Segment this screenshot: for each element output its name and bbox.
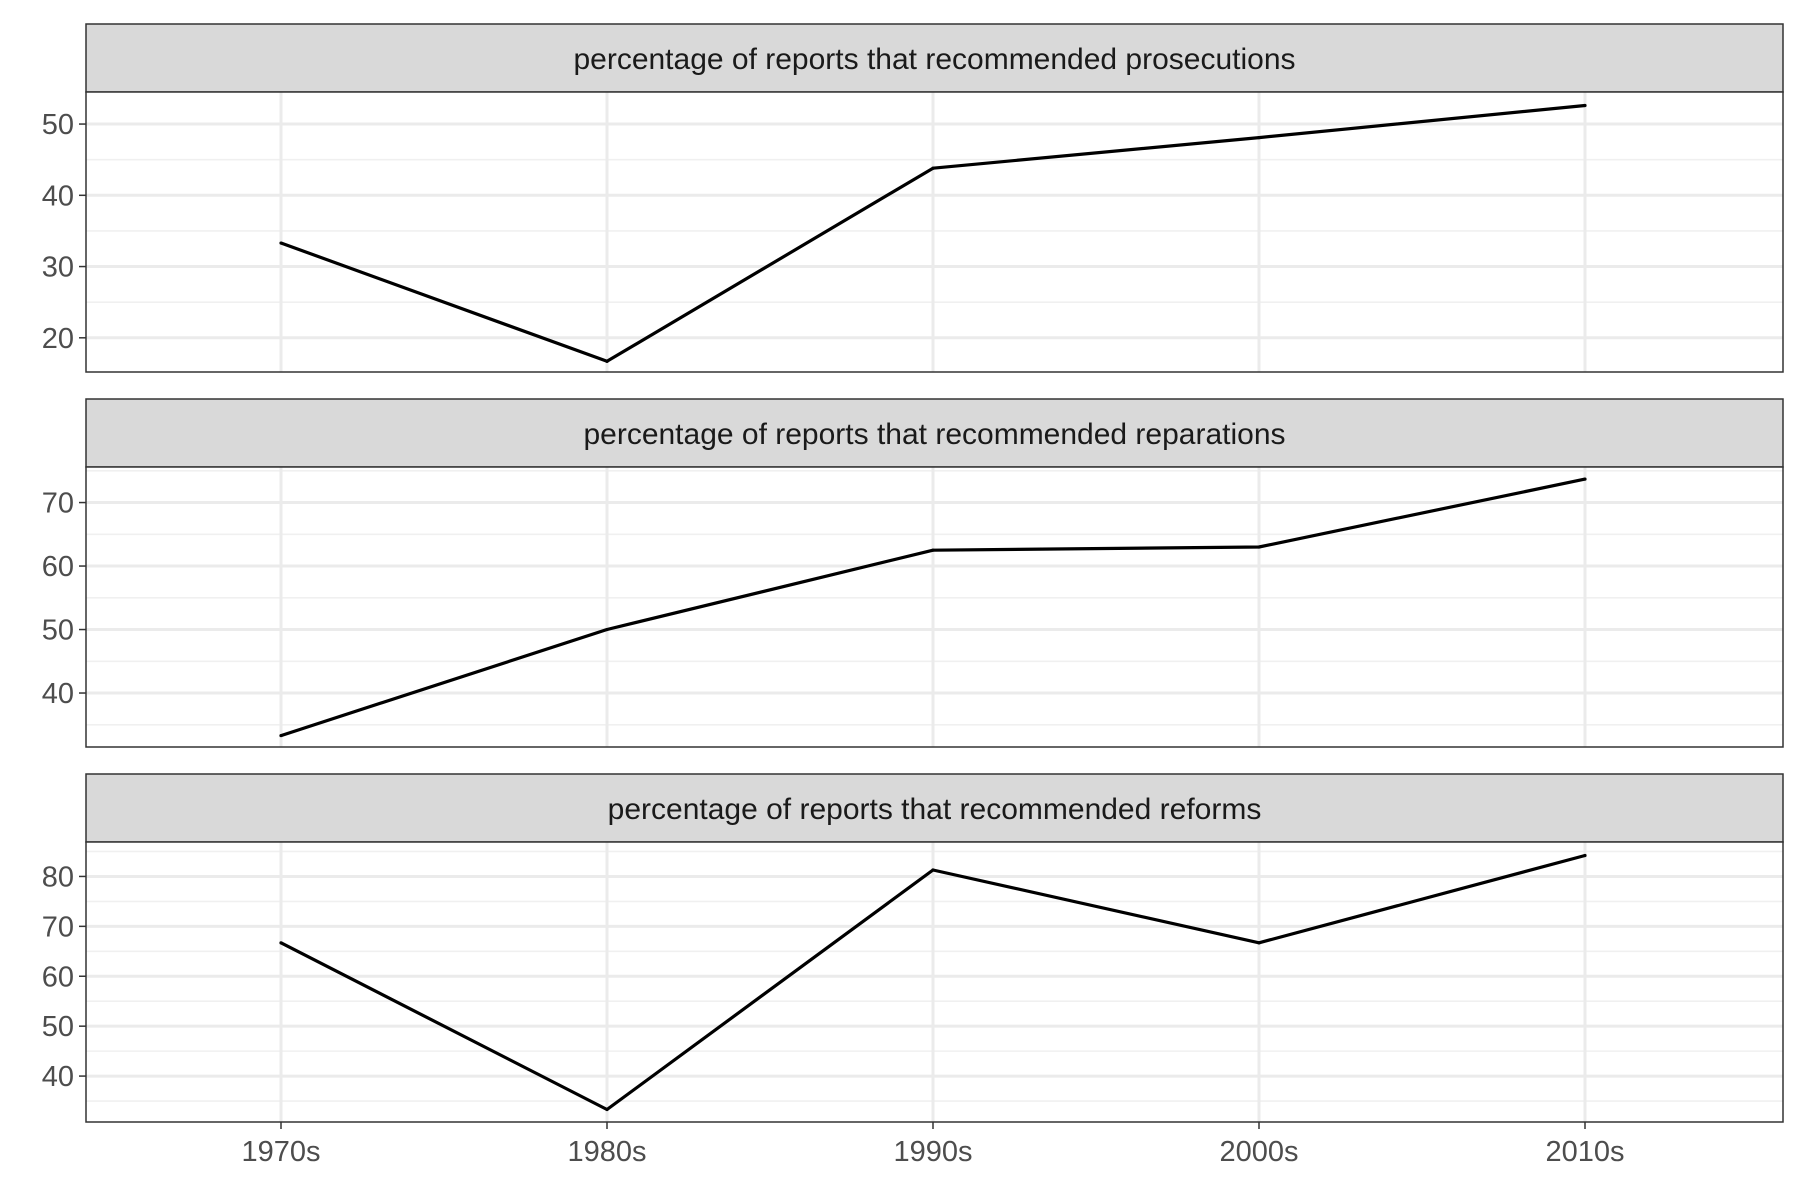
data-point (279, 241, 283, 245)
panel-border (85, 466, 1784, 748)
y-tick-label: 50 (42, 109, 74, 141)
y-tick-label: 70 (42, 911, 74, 943)
data-point (931, 166, 935, 170)
x-tick-label: 1990s (893, 1136, 972, 1168)
data-point (1583, 853, 1587, 858)
data-point (1583, 103, 1587, 108)
data-point (931, 868, 935, 872)
y-tick-label: 40 (42, 180, 74, 212)
data-point (605, 627, 609, 632)
facet-strip (85, 23, 1784, 93)
y-tick-label: 20 (42, 323, 74, 355)
data-point (1257, 941, 1261, 945)
data-point (931, 548, 935, 552)
y-tick-label: 40 (42, 678, 74, 710)
y-tick-label: 50 (42, 615, 74, 647)
x-tick-label: 2010s (1545, 1136, 1624, 1168)
x-tick-label: 1970s (241, 1136, 320, 1168)
facet-strip-label: percentage of reports that recommended p… (573, 43, 1295, 76)
data-point (279, 941, 283, 945)
facet-strip (85, 398, 1784, 468)
y-tick-label: 70 (42, 488, 74, 520)
y-tick-label: 50 (42, 1011, 74, 1043)
y-tick-label: 60 (42, 551, 74, 583)
facet-strip-label: percentage of reports that recommended r… (583, 418, 1285, 451)
facet-strip-label: percentage of reports that recommended r… (608, 793, 1262, 826)
x-tick-label: 2000s (1219, 1136, 1298, 1168)
y-tick-label: 60 (42, 961, 74, 993)
panel-border (85, 91, 1784, 373)
x-tick-label: 1980s (567, 1136, 646, 1168)
data-point (605, 359, 609, 363)
data-point (279, 733, 283, 738)
y-tick-label: 80 (42, 861, 74, 893)
y-tick-label: 30 (42, 252, 74, 284)
facet-strip (85, 773, 1784, 843)
data-point (605, 1107, 609, 1112)
data-point (1257, 545, 1261, 549)
y-tick-label: 40 (42, 1061, 74, 1093)
data-point (1257, 135, 1261, 140)
panel-border (85, 841, 1784, 1123)
data-point (1583, 477, 1587, 481)
